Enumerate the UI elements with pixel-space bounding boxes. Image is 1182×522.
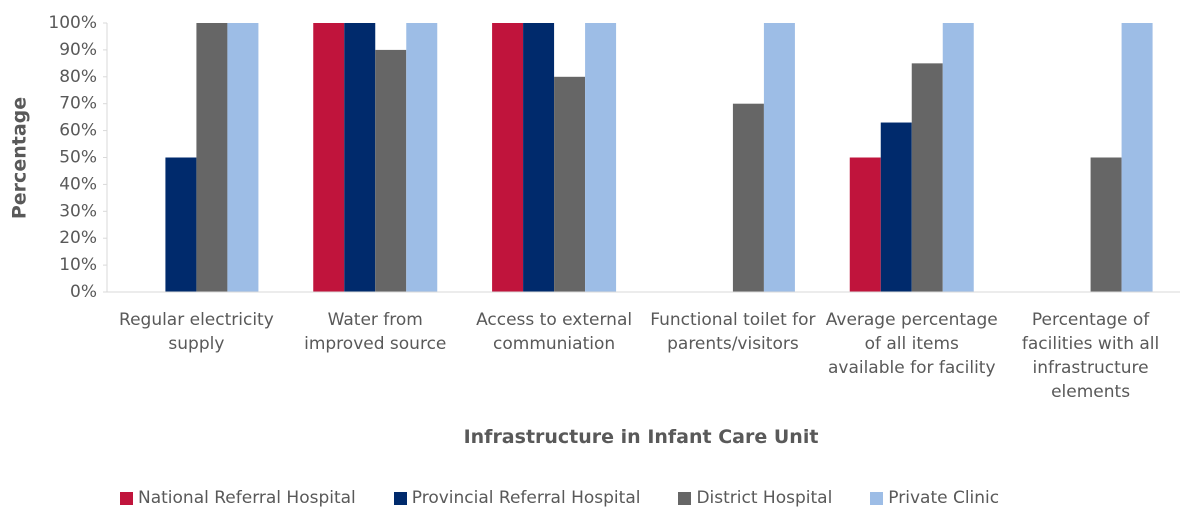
legend-swatch [393, 491, 407, 505]
bar [523, 23, 555, 292]
y-tick-label: 10% [59, 255, 97, 275]
bar [880, 122, 912, 292]
legend-label: Provincial Referral Hospital [411, 488, 641, 508]
y-tick-label: 70% [59, 94, 97, 114]
legend-item: National Referral Hospital [120, 488, 356, 508]
bar [1121, 23, 1153, 292]
x-axis-title: Infrastructure in Infant Care Unit [463, 426, 819, 448]
bar [585, 23, 617, 292]
x-tick-label: Access to external communiation [476, 310, 633, 354]
legend: National Referral Hospital Provincial Ref… [120, 488, 999, 508]
bar [942, 23, 974, 292]
bar [313, 23, 345, 292]
bar [1090, 157, 1122, 292]
legend-label: National Referral Hospital [138, 488, 356, 508]
bar [763, 23, 795, 292]
bar [911, 63, 943, 292]
legend-swatch [678, 491, 692, 505]
y-tick-label: 50% [59, 148, 97, 168]
y-tick-label: 60% [59, 121, 97, 141]
x-tick-label: Percentage of facilities with all infras… [1021, 310, 1160, 402]
y-tick-label: 40% [59, 174, 97, 194]
bar [375, 49, 407, 293]
bar [492, 23, 524, 292]
legend-label: District Hospital [696, 488, 833, 508]
y-tick-label: 90% [59, 40, 97, 60]
legend-swatch [120, 491, 133, 505]
y-tick-label: 100% [48, 13, 97, 33]
x-tick-label: Water from improved source [304, 310, 447, 354]
y-tick-label: 80% [59, 67, 97, 87]
y-tick-label: 30% [59, 201, 97, 221]
y-tick-label: 0% [70, 282, 97, 302]
x-tick-label: Functional toilet for parents/visitors [650, 310, 816, 354]
bar [165, 157, 197, 292]
x-tick-label: Average percentage of all items availabl… [825, 310, 998, 378]
legend-item: Private Clinic [870, 488, 999, 508]
y-tick-label: 20% [59, 228, 97, 248]
bar [406, 23, 438, 292]
legend-label: Private Clinic [888, 488, 1000, 508]
y-axis-title: Percentage [9, 97, 31, 219]
bar [196, 23, 228, 292]
legend-item: District Hospital [678, 488, 832, 508]
bar [849, 157, 881, 292]
legend-item: Provincial Referral Hospital [393, 488, 641, 508]
bar [732, 103, 764, 292]
bar [227, 23, 259, 292]
legend-swatch [870, 491, 884, 505]
bar [344, 23, 376, 292]
bar [554, 76, 586, 292]
x-tick-label: Regular electricity supply [119, 310, 274, 354]
